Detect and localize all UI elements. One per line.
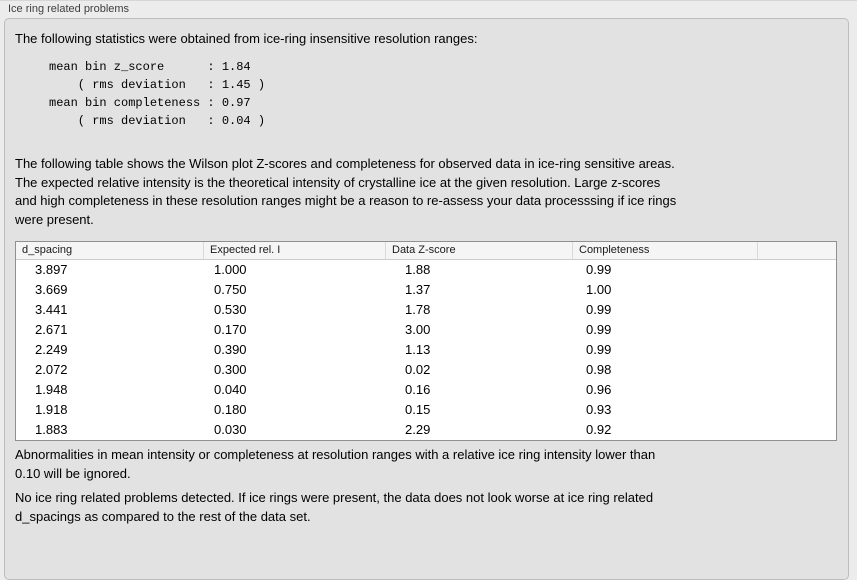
cell-completeness: 0.99 — [586, 322, 612, 337]
intro-text: The following statistics were obtained f… — [15, 31, 478, 46]
cell-expected-rel-i: 0.530 — [214, 302, 247, 317]
cell-completeness: 0.99 — [586, 262, 612, 277]
table-row[interactable]: 1.918 0.180 0.15 0.93 — [16, 400, 836, 420]
cell-d-spacing: 3.441 — [35, 302, 68, 317]
cell-d-spacing: 1.883 — [35, 422, 68, 437]
stats-summary-block: mean bin z_score : 1.84 ( rms deviation … — [49, 60, 266, 128]
cell-data-z-score: 0.15 — [405, 402, 431, 417]
table-row[interactable]: 2.072 0.300 0.02 0.98 — [16, 360, 836, 380]
cell-data-z-score: 1.88 — [405, 262, 431, 277]
cell-filler — [758, 320, 836, 340]
cell-filler — [758, 380, 836, 400]
cell-filler — [758, 360, 836, 380]
cell-data-z-score: 3.00 — [405, 322, 431, 337]
cell-completeness: 0.92 — [586, 422, 612, 437]
table-row[interactable]: 3.669 0.750 1.37 1.00 — [16, 280, 836, 300]
table-row[interactable]: 2.671 0.170 3.00 0.99 — [16, 320, 836, 340]
column-header[interactable]: Data Z-score — [386, 242, 573, 259]
conclusion-text: No ice ring related problems detected. I… — [15, 490, 654, 524]
ignore-note-text: Abnormalities in mean intensity or compl… — [15, 447, 656, 481]
cell-filler — [758, 400, 836, 420]
table-description-text: The following table shows the Wilson plo… — [15, 156, 677, 227]
cell-d-spacing: 2.671 — [35, 322, 68, 337]
cell-d-spacing: 3.669 — [35, 282, 68, 297]
cell-completeness: 0.99 — [586, 342, 612, 357]
cell-filler — [758, 300, 836, 320]
column-header[interactable] — [758, 242, 836, 259]
cell-data-z-score: 1.37 — [405, 282, 431, 297]
cell-expected-rel-i: 0.040 — [214, 382, 247, 397]
cell-d-spacing: 1.918 — [35, 402, 68, 417]
cell-completeness: 1.00 — [586, 282, 612, 297]
column-header[interactable]: Expected rel. I — [204, 242, 386, 259]
cell-filler — [758, 420, 836, 440]
cell-completeness: 0.99 — [586, 302, 612, 317]
cell-d-spacing: 1.948 — [35, 382, 68, 397]
table-row[interactable]: 3.897 1.000 1.88 0.99 — [16, 260, 836, 280]
panel-title: Ice ring related problems — [8, 3, 130, 15]
ice-ring-groupbox: The following statistics were obtained f… — [4, 18, 849, 580]
table-row[interactable]: 1.948 0.040 0.16 0.96 — [16, 380, 836, 400]
cell-d-spacing: 2.249 — [35, 342, 68, 357]
table-header-row: d_spacing Expected rel. I Data Z-score Comp… — [16, 242, 836, 260]
cell-completeness: 0.93 — [586, 402, 612, 417]
cell-expected-rel-i: 0.030 — [214, 422, 247, 437]
cell-expected-rel-i: 0.390 — [214, 342, 247, 357]
cell-expected-rel-i: 0.180 — [214, 402, 247, 417]
cell-data-z-score: 2.29 — [405, 422, 431, 437]
cell-completeness: 0.96 — [586, 382, 612, 397]
ice-ring-table: d_spacing Expected rel. I Data Z-score Comp… — [15, 241, 837, 441]
cell-data-z-score: 1.78 — [405, 302, 431, 317]
cell-data-z-score: 0.16 — [405, 382, 431, 397]
cell-data-z-score: 0.02 — [405, 362, 431, 377]
cell-d-spacing: 2.072 — [35, 362, 68, 377]
cell-expected-rel-i: 0.300 — [214, 362, 247, 377]
table-row[interactable]: 3.441 0.530 1.78 0.99 — [16, 300, 836, 320]
cell-filler — [758, 260, 836, 280]
cell-filler — [758, 340, 836, 360]
cell-filler — [758, 280, 836, 300]
cell-expected-rel-i: 1.000 — [214, 262, 247, 277]
cell-d-spacing: 3.897 — [35, 262, 68, 277]
cell-data-z-score: 1.13 — [405, 342, 431, 357]
table-body: 3.897 1.000 1.88 0.99 3.669 0.750 1.37 1… — [16, 260, 836, 440]
column-header[interactable]: Completeness — [573, 242, 758, 259]
table-row[interactable]: 1.883 0.030 2.29 0.92 — [16, 420, 836, 440]
cell-completeness: 0.98 — [586, 362, 612, 377]
cell-expected-rel-i: 0.750 — [214, 282, 247, 297]
table-row[interactable]: 2.249 0.390 1.13 0.99 — [16, 340, 836, 360]
cell-expected-rel-i: 0.170 — [214, 322, 247, 337]
column-header[interactable]: d_spacing — [16, 242, 204, 259]
